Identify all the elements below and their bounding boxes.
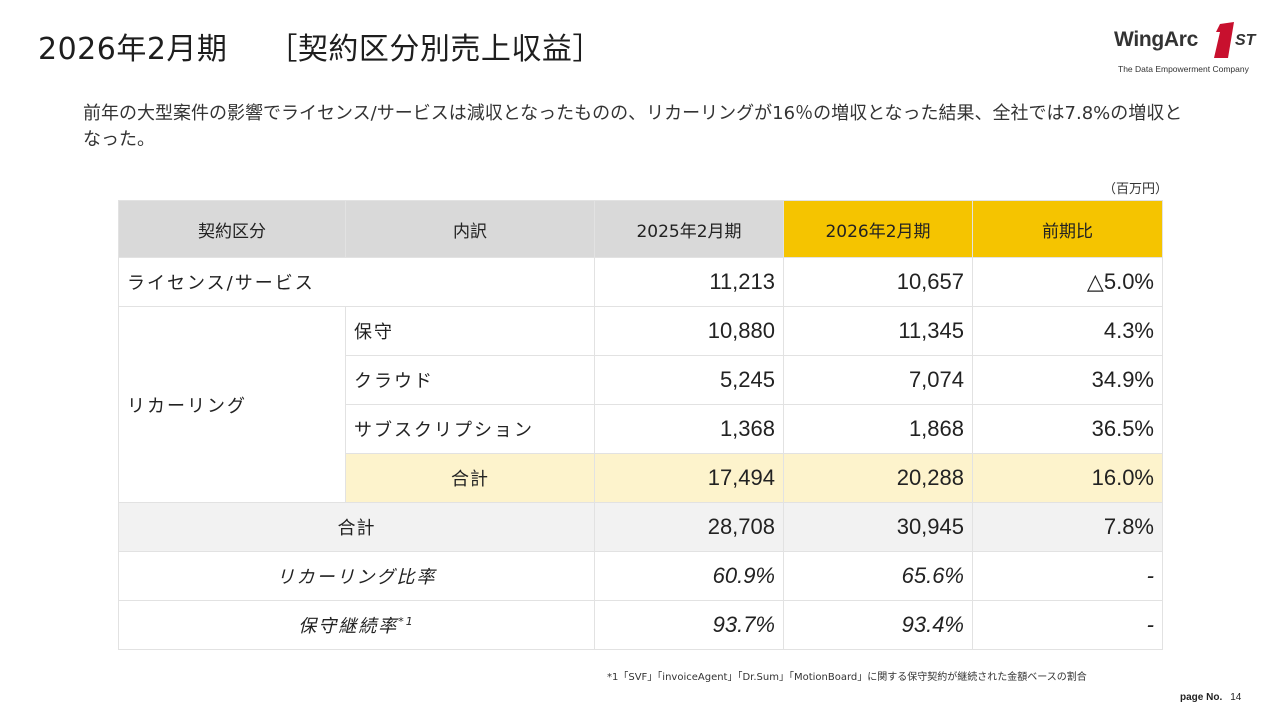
- maintenance-rate-fy2026: 93.4%: [783, 600, 973, 650]
- title-subject: ［契約区分別売上収益］: [267, 32, 603, 67]
- header-category: 契約区分: [118, 200, 346, 258]
- logo-suffix: ST: [1235, 32, 1256, 49]
- total-yoy: 7.8%: [972, 502, 1163, 552]
- cloud-fy2026: 7,074: [783, 355, 973, 405]
- recurring-subtotal-fy2025: 17,494: [594, 453, 784, 503]
- license-fy2026: 10,657: [783, 257, 973, 307]
- table-row-recurring-ratio: リカーリング比率 60.9% 65.6% -: [118, 551, 1163, 601]
- logo-1-mark-icon: [1214, 22, 1234, 58]
- table-row-license: ライセンス/サービス 11,213 10,657 △5.0%: [118, 257, 1163, 307]
- page-number-label: page No.: [1180, 692, 1223, 703]
- recurring-subtotal-label: 合計: [345, 453, 595, 503]
- header-yoy: 前期比: [972, 200, 1163, 258]
- company-logo: WingArc ST The Data Empowerment Company: [1114, 22, 1256, 76]
- maintenance-rate-note-mark: *1: [398, 615, 415, 628]
- page-number-value: 14: [1230, 692, 1242, 703]
- table-row-maintenance-rate: 保守継続率*1 93.7% 93.4% -: [118, 600, 1163, 650]
- header-fy2026: 2026年2月期: [783, 200, 973, 258]
- recurring-ratio-fy2026: 65.6%: [783, 551, 973, 601]
- maintenance-rate-fy2025: 93.7%: [594, 600, 784, 650]
- logo-tagline: The Data Empowerment Company: [1118, 64, 1249, 74]
- maintenance-yoy: 4.3%: [972, 306, 1163, 356]
- cloud-yoy: 34.9%: [972, 355, 1163, 405]
- table-row-cloud: クラウド 5,245 7,074 34.9%: [119, 355, 1163, 405]
- title-period: 2026年2月期: [38, 32, 228, 67]
- cloud-fy2025: 5,245: [594, 355, 784, 405]
- header-fy2025: 2025年2月期: [594, 200, 784, 258]
- page-number: page No. 14: [1180, 692, 1241, 703]
- table-header-row: 契約区分 内訳 2025年2月期 2026年2月期 前期比: [118, 200, 1163, 258]
- header-breakdown: 内訳: [345, 200, 595, 258]
- total-fy2026: 30,945: [783, 502, 973, 552]
- recurring-subtotal-fy2026: 20,288: [783, 453, 973, 503]
- subscription-fy2025: 1,368: [594, 404, 784, 454]
- license-fy2025: 11,213: [594, 257, 784, 307]
- recurring-subtotal-yoy: 16.0%: [972, 453, 1163, 503]
- table-row-total: 合計 28,708 30,945 7.8%: [118, 502, 1163, 552]
- footnote: *1「SVF」「invoiceAgent」「Dr.Sum」「MotionBoar…: [607, 672, 1087, 683]
- subscription-yoy: 36.5%: [972, 404, 1163, 454]
- table-row-maintenance: リカーリング 保守 10,880 11,345 4.3%: [118, 306, 1163, 503]
- recurring-ratio-yoy: -: [972, 551, 1163, 601]
- maintenance-label: 保守: [345, 306, 595, 356]
- recurring-ratio-fy2025: 60.9%: [594, 551, 784, 601]
- maintenance-rate-label: 保守継続率: [298, 616, 399, 637]
- subscription-fy2026: 1,868: [783, 404, 973, 454]
- table-row-recurring-subtotal: 合計 17,494 20,288 16.0%: [119, 453, 1163, 503]
- license-label: ライセンス/サービス: [118, 257, 595, 307]
- maintenance-fy2025: 10,880: [594, 306, 784, 356]
- unit-label: （百万円）: [1103, 182, 1169, 197]
- license-yoy: △5.0%: [972, 257, 1163, 307]
- recurring-label: リカーリング: [118, 306, 346, 503]
- maintenance-fy2026: 11,345: [783, 306, 973, 356]
- page-title: 2026年2月期 ［契約区分別売上収益］: [38, 24, 603, 68]
- subscription-label: サブスクリプション: [345, 404, 595, 454]
- cloud-label: クラウド: [345, 355, 595, 405]
- summary-text: 前年の大型案件の影響でライセンス/サービスは減収となったものの、リカーリングが1…: [83, 103, 1183, 150]
- sales-table: 契約区分 内訳 2025年2月期 2026年2月期 前期比 ライセンス/サービス…: [118, 200, 1163, 650]
- logo-wordmark: WingArc: [1114, 28, 1199, 51]
- total-fy2025: 28,708: [594, 502, 784, 552]
- recurring-ratio-label: リカーリング比率: [118, 551, 595, 601]
- maintenance-rate-yoy: -: [972, 600, 1163, 650]
- total-label: 合計: [118, 502, 595, 552]
- maintenance-rate-cell: 保守継続率*1: [118, 600, 595, 650]
